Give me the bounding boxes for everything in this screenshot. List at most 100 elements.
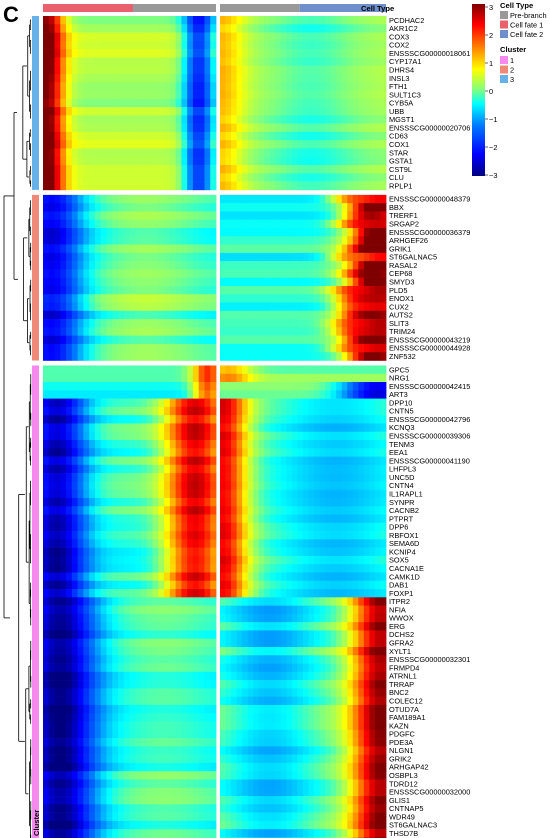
heatmap-cell [129,40,136,50]
heatmap-cell [106,572,113,582]
heatmap-cell [231,236,237,245]
heatmap-cell [297,269,304,278]
heatmap-cell [374,522,381,532]
heatmap-cell [100,24,107,33]
heatmap-cell [129,228,136,237]
heatmap-cell [264,647,271,656]
heatmap-cell [314,522,320,532]
heatmap-cell [336,473,343,482]
heatmap-cell [275,531,282,540]
heatmap-cell [286,228,293,237]
heatmap-cell [123,228,130,237]
heatmap-cell [380,456,387,466]
heatmap-cell [231,622,237,631]
heatmap-cell [117,613,125,623]
heatmap-cell [60,244,67,254]
heatmap-cell [325,647,332,656]
heatmap-cell [369,219,376,229]
heatmap-cell [123,65,130,75]
heatmap-cell [297,531,304,540]
heatmap-cell [77,98,84,108]
heatmap-cell [94,663,102,673]
heatmap-cell [286,181,293,191]
heatmap-cell [198,352,205,361]
heatmap-cell [275,464,282,474]
heatmap-cell [66,473,73,482]
heatmap-cell [71,203,78,212]
heatmap-cell [247,597,254,606]
heatmap-cell [169,115,177,124]
heatmap-cell [319,244,326,254]
heatmap-cell [380,131,387,141]
heatmap-cell [225,506,232,515]
heatmap-cell [303,98,309,108]
heatmap-cell [83,219,90,229]
heatmap-cell [258,131,265,141]
heatmap-cell [374,564,381,573]
heatmap-cell [297,82,304,91]
heatmap-cell [164,506,171,515]
heatmap-cell [141,655,148,664]
heatmap-cell [204,514,211,524]
heatmap-cell [286,506,293,515]
heatmap-cell [280,252,287,262]
heatmap-cell [141,302,148,312]
heatmap-cell [48,148,55,158]
heatmap-cell [242,343,249,353]
heatmap-cell [135,131,142,141]
heatmap-cell [112,423,119,433]
heatmap-cell [77,131,84,141]
heatmap-cell [71,539,78,548]
heatmap-cell [319,647,326,656]
heatmap-cell [380,294,387,303]
heatmap-cell [308,294,315,303]
heatmap-cell [164,219,171,229]
heatmap-cell [141,448,148,457]
heatmap-cell [164,531,171,540]
heatmap-cell [83,294,90,303]
heatmap-cell [291,489,298,499]
heatmap-cell [71,343,78,353]
heatmap-cell [117,555,125,565]
heatmap-cell [369,440,376,449]
heatmap-cell [181,115,188,124]
heatmap-cell [83,456,90,466]
heatmap-cell [336,98,343,108]
heatmap-cell [192,671,200,681]
heatmap-cell [380,613,387,623]
heatmap-cell [192,57,200,66]
heatmap-cell [71,82,78,91]
heatmap-cell [314,277,320,287]
heatmap-cell [236,228,243,237]
heatmap-cell [280,406,287,416]
heatmap-cell [303,506,309,515]
heatmap-cell [369,49,376,58]
heatmap-cell [352,156,359,166]
heatmap-cell [347,522,354,532]
heatmap-cell [164,49,171,58]
heatmap-cell [280,24,287,33]
heatmap-cell [129,605,136,615]
heatmap-cell [264,539,271,548]
heatmap-cell [187,107,194,116]
heatmap-cell [314,382,320,391]
heatmap-cell [129,382,136,391]
heatmap-cell [374,32,381,42]
heatmap-cell [158,294,165,303]
heatmap-cell [347,277,354,287]
heatmap-cell [146,90,153,100]
heatmap-cell [330,173,337,182]
heatmap-cell [369,464,376,474]
heatmap-cell [231,473,237,482]
heatmap-cell [48,506,55,515]
heatmap-cell [129,398,136,408]
heatmap-cell [380,622,387,631]
heatmap-cell [187,294,194,303]
heatmap-cell [164,406,171,416]
heatmap-cell [123,82,130,91]
heatmap-cell [48,671,55,681]
heatmap-cell [253,211,260,221]
heatmap-cell [117,228,125,237]
heatmap-cell [210,390,217,399]
heatmap-cell [141,663,148,673]
